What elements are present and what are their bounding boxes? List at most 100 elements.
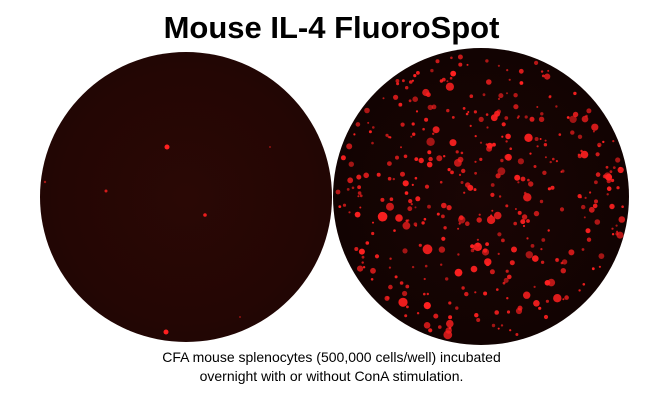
fluorescent-spot bbox=[443, 155, 446, 158]
fluorescent-spot bbox=[542, 170, 547, 175]
fluorescent-spot bbox=[611, 233, 615, 236]
fluorescent-spot bbox=[443, 226, 447, 230]
fluorescent-spot bbox=[526, 237, 529, 240]
fluorescent-spot bbox=[389, 197, 394, 201]
fluorescent-spot bbox=[486, 215, 496, 225]
fluorescent-spot bbox=[427, 104, 433, 111]
fluorescent-spot bbox=[555, 105, 558, 108]
fluorescent-spot bbox=[553, 294, 562, 303]
fluorescent-spot bbox=[497, 97, 501, 100]
fluorescent-spot bbox=[538, 116, 545, 123]
fluorescent-spot bbox=[474, 291, 477, 294]
fluorescent-spot bbox=[524, 133, 533, 142]
fluorescent-spot bbox=[422, 244, 433, 255]
fluorescent-spot bbox=[404, 314, 408, 318]
fluorescent-spot bbox=[364, 107, 370, 114]
fluorescent-spot bbox=[485, 113, 489, 116]
fluorescent-spot bbox=[361, 261, 364, 264]
fluorescent-spot bbox=[431, 104, 437, 110]
fluorescent-spot bbox=[486, 126, 489, 129]
fluorescent-spot bbox=[494, 310, 499, 315]
fluorescent-spot bbox=[445, 82, 454, 91]
fluorescent-spot bbox=[399, 281, 404, 285]
fluorescent-spot bbox=[351, 186, 355, 190]
fluorescent-spot bbox=[550, 185, 555, 190]
fluorescent-spot bbox=[450, 70, 457, 77]
fluorescent-spot bbox=[385, 133, 389, 137]
fluorescent-spot bbox=[618, 166, 622, 170]
fluorescent-spot bbox=[586, 108, 592, 114]
fluorescent-spot bbox=[386, 202, 394, 211]
fluorescent-spot bbox=[388, 284, 393, 290]
fluorescent-spot bbox=[424, 184, 430, 189]
fluorescent-spot bbox=[370, 278, 374, 281]
fluorescent-spot bbox=[423, 292, 426, 296]
fluorescent-spot bbox=[398, 102, 403, 107]
fluorescent-spot bbox=[461, 286, 465, 290]
fluorescent-spot bbox=[357, 265, 364, 272]
fluorescent-spot bbox=[609, 170, 613, 174]
fluorescent-spot bbox=[568, 249, 575, 256]
fluorescent-spot bbox=[451, 116, 455, 119]
fluorescent-spot bbox=[404, 191, 409, 195]
fluorescent-spot bbox=[388, 266, 391, 269]
fluorescent-spot bbox=[432, 126, 440, 134]
fluorescent-spot bbox=[411, 122, 415, 126]
fluorescent-spot bbox=[602, 140, 605, 144]
fluorescent-spot bbox=[356, 174, 362, 180]
fluorescent-spot bbox=[473, 242, 482, 252]
fluorescent-spot bbox=[547, 187, 551, 191]
fluorescent-spot bbox=[402, 290, 408, 297]
fluorescent-spot bbox=[357, 195, 360, 198]
fluorescent-spot bbox=[457, 227, 460, 230]
fluorescent-spot bbox=[558, 133, 562, 136]
fluorescent-spot bbox=[490, 183, 495, 187]
fluorescent-spot bbox=[423, 277, 426, 281]
fluorescent-spot bbox=[543, 143, 548, 147]
fluorescent-spot bbox=[547, 278, 556, 287]
fluorescent-spot bbox=[426, 292, 429, 296]
fluorescent-spot bbox=[615, 157, 621, 163]
fluorescent-spot bbox=[435, 59, 440, 64]
fluorescent-spot bbox=[359, 206, 362, 209]
fluorescent-spot bbox=[389, 136, 392, 139]
fluorescent-spot bbox=[353, 133, 356, 136]
fluorescent-spot bbox=[603, 172, 612, 180]
fluorescent-spot bbox=[585, 228, 591, 234]
fluorescent-spot bbox=[609, 203, 615, 210]
fluorescent-spot bbox=[418, 243, 422, 247]
fluorescent-spot bbox=[473, 188, 477, 192]
fluorescent-spot bbox=[597, 144, 601, 148]
fluorescent-spot bbox=[438, 325, 442, 329]
fluorescent-spot bbox=[393, 229, 396, 232]
fluorescent-spot bbox=[474, 313, 479, 318]
fluorescent-spot bbox=[497, 167, 506, 176]
fluorescent-spot bbox=[552, 157, 555, 161]
fluorescent-spot bbox=[395, 155, 399, 160]
fluorescent-spot bbox=[514, 208, 517, 210]
fluorescent-spot bbox=[446, 80, 449, 83]
fluorescent-spot bbox=[426, 92, 431, 98]
fluorescent-spot bbox=[491, 323, 496, 328]
fluorescent-spot bbox=[408, 199, 413, 204]
fluorescent-spot bbox=[511, 246, 517, 253]
fluorescent-spot bbox=[612, 140, 615, 143]
fluorescent-spot bbox=[436, 212, 440, 216]
fluorescent-spot bbox=[371, 231, 375, 236]
fluorescent-spot bbox=[416, 71, 420, 75]
fluorescent-spot bbox=[514, 174, 521, 181]
fluorescent-spot bbox=[387, 161, 392, 166]
fluorescent-spot bbox=[478, 116, 484, 122]
fluorescent-spot bbox=[594, 180, 598, 185]
fluorescent-spot bbox=[414, 206, 417, 209]
fluorescent-spot bbox=[382, 97, 385, 100]
fluorescent-spot bbox=[400, 146, 402, 149]
fluorescent-spot bbox=[164, 144, 170, 150]
fluorescent-spot bbox=[501, 135, 504, 138]
fluorescent-spot bbox=[506, 310, 511, 314]
fluorescent-spot bbox=[540, 70, 544, 73]
fluorescent-spot bbox=[269, 146, 271, 148]
fluorescent-spot bbox=[544, 139, 547, 142]
fluorescent-spot bbox=[606, 178, 611, 184]
fluorescent-spot bbox=[502, 281, 506, 285]
